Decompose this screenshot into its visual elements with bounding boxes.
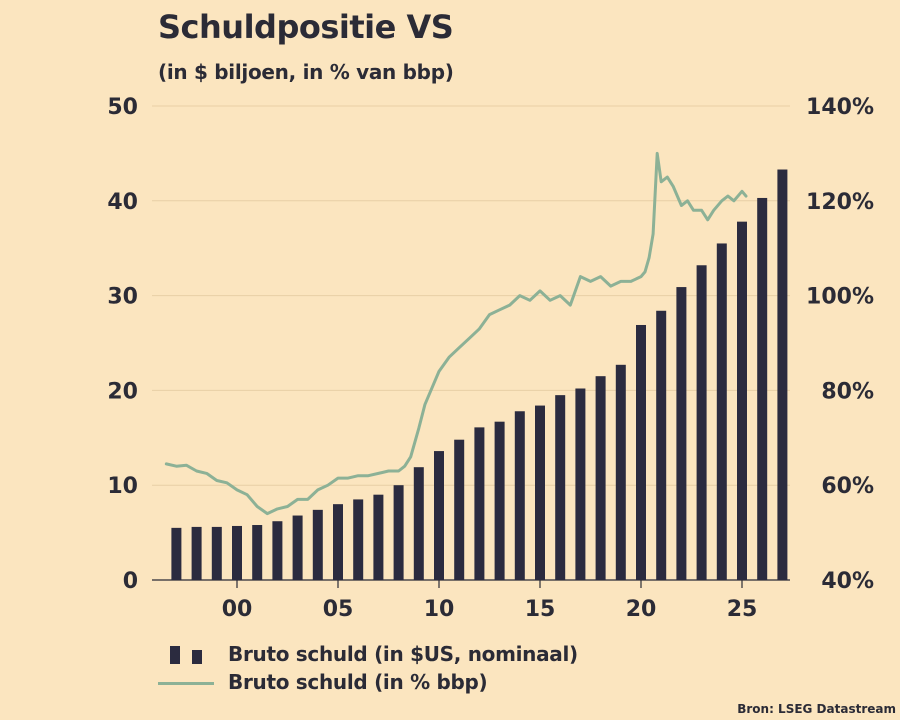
debt-bar: [615, 364, 626, 580]
y-right-tick-label: 120%: [806, 190, 874, 215]
debt-bar: [191, 526, 202, 580]
debt-bar: [252, 525, 263, 580]
y-left-tick-label: 10: [107, 474, 138, 499]
debt-gdp-line: [164, 151, 748, 516]
legend-bar-swatch-small: [192, 650, 202, 664]
debt-bar: [716, 243, 727, 580]
debt-bar: [333, 504, 343, 580]
debt-bar: [656, 310, 667, 580]
debt-bar: [514, 411, 525, 580]
debt-bar: [211, 526, 222, 580]
debt-bar: [737, 221, 747, 580]
debt-bar: [636, 324, 646, 580]
debt-bar: [575, 388, 586, 580]
x-tick-label: 15: [525, 597, 556, 622]
x-tick-label: 00: [222, 597, 253, 622]
legend-line-swatch: [158, 682, 214, 685]
debt-bar: [373, 494, 384, 580]
y-right-tick-label: 80%: [821, 379, 874, 404]
x-tick-label: 25: [727, 597, 758, 622]
debt-bar: [777, 169, 788, 581]
x-tick-label: 20: [626, 597, 657, 622]
debt-bar: [413, 467, 424, 580]
debt-bar: [696, 265, 707, 580]
y-left-tick-label: 40: [107, 190, 138, 215]
debt-bar: [494, 421, 505, 580]
source-note: Bron: LSEG Datastream: [737, 702, 896, 716]
debt-bar: [595, 376, 606, 580]
debt-bar: [454, 439, 465, 580]
debt-bar: [312, 509, 323, 580]
debt-bar: [757, 197, 768, 580]
debt-bar: [171, 527, 182, 580]
debt-bar: [272, 521, 283, 580]
debt-bar: [393, 485, 404, 580]
y-left-tick-label: 0: [123, 569, 138, 594]
debt-bar: [555, 395, 566, 580]
y-left-tick-label: 50: [107, 95, 138, 120]
debt-bar: [474, 427, 485, 580]
y-right-tick-label: 60%: [821, 474, 874, 499]
x-tick-label: 05: [323, 597, 354, 622]
chart-subtitle: (in $ biljoen, in % van bbp): [158, 60, 454, 84]
debt-bar: [292, 515, 303, 580]
legend-label-line: Bruto schuld (in % bbp): [228, 670, 488, 694]
y-left-tick-label: 20: [107, 379, 138, 404]
legend-bar-swatch-large: [170, 646, 180, 664]
y-left-tick-label: 30: [107, 285, 138, 310]
chart-title: Schuldpositie VS: [158, 8, 454, 46]
y-right-tick-label: 40%: [821, 569, 874, 594]
y-right-tick-label: 100%: [806, 285, 874, 310]
debt-bar: [232, 525, 242, 580]
debt-bar: [434, 451, 444, 580]
debt-bar: [353, 499, 364, 580]
legend-label-bars: Bruto schuld (in $US, nominaal): [228, 642, 578, 666]
y-right-tick-label: 140%: [806, 95, 874, 120]
debt-bar: [535, 405, 545, 580]
x-tick-label: 10: [424, 597, 455, 622]
debt-bar: [676, 287, 687, 580]
